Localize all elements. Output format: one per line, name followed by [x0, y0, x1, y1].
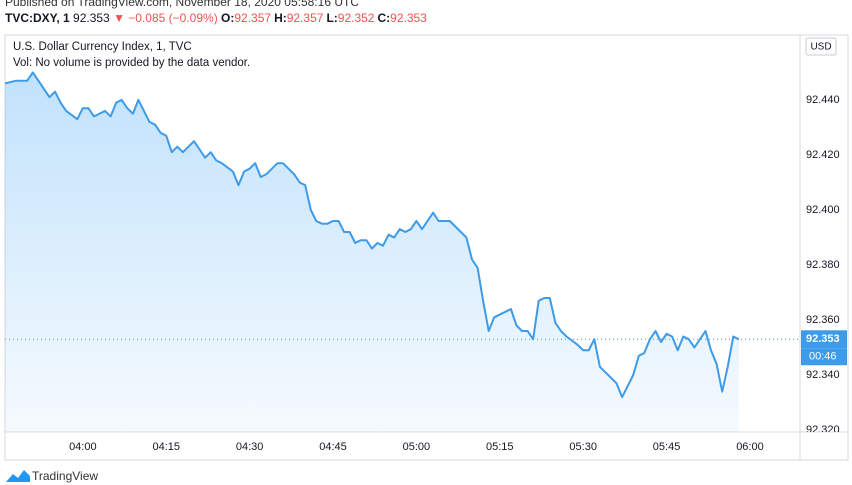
- price-line: [5, 71, 740, 399]
- chart-subtitle: Vol: No volume is provided by the data v…: [13, 57, 250, 69]
- x-tick-label: 05:00: [403, 441, 431, 453]
- ohlc-value: 92.353: [390, 11, 427, 25]
- ohlc-value: 92.357: [286, 11, 324, 25]
- y-tick-label: 92.400: [806, 204, 840, 216]
- x-tick-label: 05:15: [486, 441, 514, 453]
- ohlc: O:92.357 H:92.357 L:92.352 C:92.353: [221, 11, 430, 25]
- area-fill: [5, 72, 739, 432]
- brand: TradingView: [32, 469, 98, 483]
- change: ▼ −0.085 (−0.09%): [113, 11, 218, 25]
- ohlc-label: H:: [274, 11, 287, 25]
- x-tick-label: 05:45: [653, 441, 681, 453]
- chart-title: U.S. Dollar Currency Index, 1, TVC: [13, 41, 192, 53]
- last-price-box: [801, 330, 847, 349]
- price: 92.353: [73, 11, 110, 25]
- currency: USD: [810, 42, 831, 53]
- x-tick-label: 05:30: [569, 441, 597, 453]
- ohlc-label: L:: [326, 11, 338, 25]
- y-tick-label: 92.380: [806, 259, 840, 271]
- y-tick-label: 92.440: [806, 94, 840, 106]
- currency-badge[interactable]: [805, 37, 837, 56]
- x-tick-label: 04:30: [236, 441, 264, 453]
- symbol-bar: TVC:DXY, 1 92.353 ▼ −0.085 (−0.09%) O:92…: [5, 11, 430, 25]
- x-tick-label: 04:15: [152, 441, 180, 453]
- ohlc-value: 92.357: [234, 11, 272, 25]
- ohlc-value: 92.352: [337, 11, 375, 25]
- x-tick-label: 06:00: [736, 441, 764, 453]
- y-tick-label: 92.420: [806, 149, 840, 161]
- countdown: 00:46: [809, 351, 837, 363]
- x-tick-label: 04:45: [319, 441, 347, 453]
- x-tick-label: 04:00: [69, 441, 97, 453]
- symbol: TVC:DXY, 1: [5, 11, 70, 25]
- published-note: Published on TradingView.com, November 1…: [5, 0, 359, 9]
- ohlc-label: O:: [221, 11, 235, 25]
- countdown-box: [801, 348, 847, 366]
- y-tick-label: 92.320: [806, 424, 840, 436]
- y-tick-label: 92.340: [806, 369, 840, 381]
- last-price-label: 92.353: [806, 333, 840, 345]
- footer-logo: [6, 470, 30, 482]
- ohlc-label: C:: [377, 11, 391, 25]
- y-tick-label: 92.360: [806, 314, 840, 326]
